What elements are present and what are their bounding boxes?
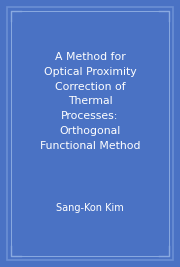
- Bar: [11, 11, 169, 256]
- Text: Sang-Kon Kim: Sang-Kon Kim: [56, 203, 124, 213]
- Text: A Method for
Optical Proximity
Correction of
Thermal
Processes:
Orthogonal
Funct: A Method for Optical Proximity Correctio…: [40, 52, 140, 151]
